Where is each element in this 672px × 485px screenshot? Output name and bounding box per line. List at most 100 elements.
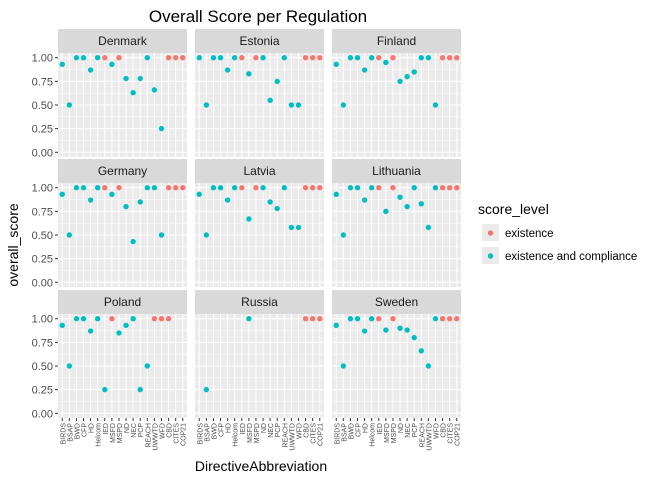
data-point (439, 55, 446, 61)
data-point (347, 185, 354, 191)
data-point (87, 67, 94, 73)
data-point (137, 199, 143, 205)
data-point (333, 322, 339, 329)
data-point (288, 102, 295, 108)
facet-strip-label: Sweden (375, 295, 418, 309)
y-tick-label: 0.25 (32, 385, 53, 397)
data-point (224, 67, 231, 73)
data-point (376, 316, 382, 322)
data-point (116, 330, 122, 336)
data-point (116, 185, 122, 191)
data-point (123, 203, 129, 210)
data-point (281, 55, 288, 61)
x-tick-label: BIRDS (60, 423, 67, 445)
data-point (123, 322, 129, 329)
facet-strip-label: Germany (98, 164, 147, 178)
x-tick-label: HD (226, 423, 233, 433)
data-point (239, 55, 245, 61)
data-point (59, 61, 65, 68)
legend-entries: existence existence and compliance (482, 224, 637, 264)
data-point (317, 185, 323, 191)
data-point (144, 55, 151, 61)
x-tick-label: ND (261, 423, 268, 433)
y-tick-label: 0.75 (32, 206, 53, 218)
data-point (411, 334, 417, 341)
data-point (397, 78, 403, 85)
legend-title: score_level (478, 201, 549, 217)
data-point (361, 67, 368, 73)
x-tick-label: MSFD (110, 423, 117, 443)
data-point (383, 59, 389, 66)
data-point (347, 55, 354, 61)
facet-strip (195, 159, 324, 183)
data-point (109, 316, 115, 322)
data-point (231, 185, 238, 191)
data-point (454, 185, 460, 191)
data-point (210, 185, 217, 191)
facet-strip-label: Russia (241, 295, 278, 309)
data-point (130, 316, 136, 322)
data-point (317, 316, 323, 322)
facet-panel-germany: Germany 0.00 0.25 0.50 0.75 1.00 (32, 159, 187, 289)
data-point (354, 185, 361, 191)
facet-panel-russia: Russia BIRDS BSAP BWD CFP HD Helcom IED MSFD MSPD… (195, 290, 325, 451)
y-tick-label: 1.00 (32, 314, 53, 326)
x-tick-label: WFD (159, 423, 166, 439)
data-point (425, 55, 432, 61)
y-tick-label: 0.50 (32, 100, 53, 112)
data-point (123, 75, 129, 82)
facet-panel-estonia: Estonia (195, 29, 324, 157)
x-tick-label: UWWTD (426, 423, 433, 451)
x-tick-label: CBD (304, 423, 311, 438)
data-point (73, 55, 80, 61)
x-tick-label: Helcom (96, 423, 103, 447)
legend-key-point (487, 253, 494, 259)
y-tick-label: 0.50 (32, 361, 53, 373)
facet-strip (332, 29, 461, 53)
x-tick-label: CFP (82, 423, 89, 437)
data-point (87, 197, 94, 203)
data-point (340, 232, 347, 238)
y-axis-title: overall_score (5, 203, 21, 286)
y-tick-label: 0.75 (32, 337, 53, 349)
data-point (446, 316, 453, 322)
facet-panel-sweden: Sweden BIRDS BSAP BWD CFP HD Helcom IED MSFD MSPD… (332, 290, 462, 451)
data-point (446, 55, 453, 61)
x-tick-label: WFD (433, 423, 440, 439)
data-point (151, 316, 158, 322)
data-point (116, 55, 122, 61)
data-point (109, 61, 115, 68)
data-point (397, 325, 403, 331)
x-tick-label: Helcom (233, 423, 240, 447)
facet-strip (58, 290, 187, 314)
data-point (302, 55, 309, 61)
panels-layer: Denmark 0.00 0.25 0.50 0.75 1.00 Estonia Finlan… (32, 29, 462, 451)
data-point (246, 316, 252, 322)
data-point (376, 185, 382, 191)
data-point (347, 316, 354, 322)
x-tick-label: BIRDS (334, 423, 341, 445)
y-tick-label: 1.00 (32, 183, 53, 195)
data-point (172, 55, 179, 61)
data-point (130, 90, 136, 96)
data-point (333, 61, 339, 68)
data-point (203, 386, 210, 393)
x-tick-label: UWWTD (289, 423, 296, 451)
data-point (158, 232, 165, 238)
data-point (309, 185, 316, 191)
x-tick-label: BWD (211, 423, 218, 439)
data-point (295, 224, 302, 231)
data-point (439, 185, 446, 191)
x-tick-label: WFD (296, 423, 303, 439)
data-point (317, 55, 323, 61)
data-point (354, 316, 361, 322)
x-tick-label: ND (398, 423, 405, 433)
x-tick-label: MSPD (117, 423, 124, 443)
x-tick-label: COP21 (455, 423, 462, 446)
facet-panel-finland: Finland (332, 29, 461, 157)
data-point (446, 185, 453, 191)
x-tick-label: BSAP (204, 423, 211, 442)
data-point (418, 55, 425, 61)
data-point (404, 73, 410, 80)
